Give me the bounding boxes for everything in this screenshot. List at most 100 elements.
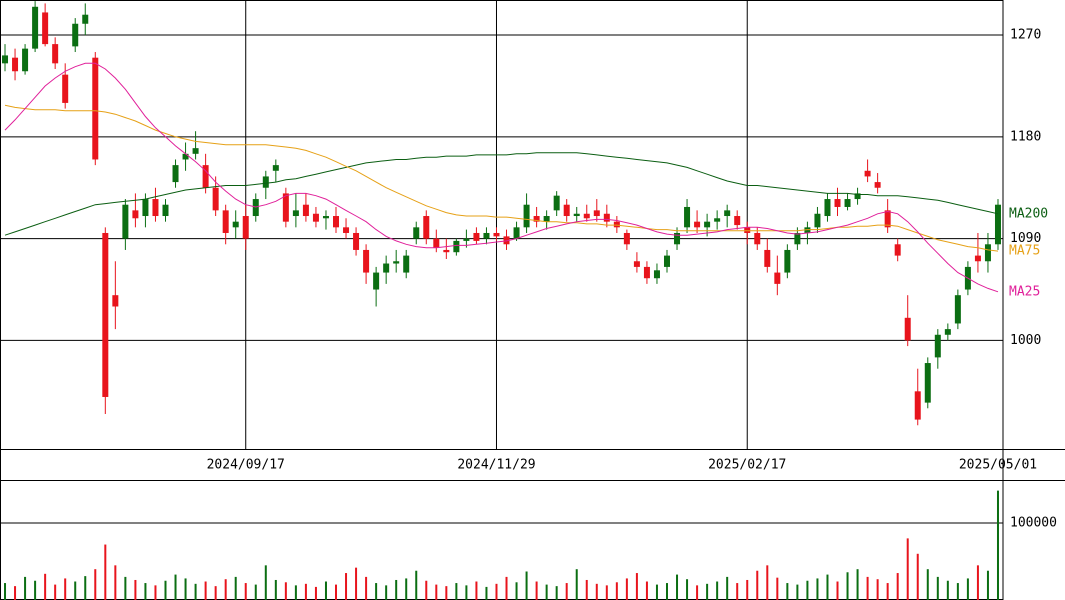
candle-body [182,153,189,160]
volume-bar [866,576,869,600]
candle-body [172,165,179,183]
candle-body [62,74,69,103]
candle-body [32,6,39,49]
candle-body [22,48,29,72]
candle-body [844,199,851,207]
volume-bar [796,584,799,600]
candle-body [684,206,691,228]
volume-bar [304,583,307,600]
volume-bar [806,580,809,600]
volume-bar [234,576,237,600]
candle-body [403,255,410,273]
volume-bar [926,569,929,600]
ma-line [4,152,999,236]
volume-bar [585,579,588,600]
volume-bar [224,579,227,600]
volume-bar [284,582,287,600]
candle-body [794,232,801,245]
candle-body [934,334,941,358]
volume-bar [766,565,769,600]
volume-bar [385,585,388,600]
volume-bar [84,576,87,600]
volume-bar [786,583,789,600]
candle-body [142,199,149,217]
volume-bar [836,581,839,600]
candle-body [563,204,570,217]
candle-body [633,261,640,267]
candle-body [744,227,751,233]
volume-bar [355,567,358,600]
volume-bar [4,583,7,600]
candle-body [493,232,500,237]
candle-body [914,391,921,420]
volume-bar [696,585,699,600]
volume-bar [124,576,127,600]
volume-bar [74,581,77,600]
volume-bar [395,579,398,600]
candle-body [463,238,470,241]
volume-bar [445,586,448,600]
candle-body [764,249,771,267]
candle-body [653,270,660,279]
candle-body [202,165,209,188]
volume-bar [415,570,418,600]
volume-bar [996,490,999,600]
volume-bar [826,574,829,600]
volume-bar [314,586,317,600]
candle-body [72,23,79,47]
volume-bar [615,582,618,600]
y-tick-label: 1270 [1010,28,1041,43]
candle-body [814,213,821,228]
volume-bar [154,585,157,600]
candle-body [132,210,139,219]
volume-bar [706,583,709,600]
candle-body [242,216,249,239]
candle-body [353,232,360,250]
plot-frame [0,0,1004,600]
x-tick-label: 2024/09/17 [207,458,285,473]
candle-body [804,227,811,233]
volume-bar [736,583,739,600]
volume-bar [204,581,207,600]
volume-bar [94,569,97,600]
candle-body [222,210,229,233]
volume-bar [886,583,889,600]
candle-body [12,57,19,72]
candle-body [874,182,881,188]
candle-body [734,216,741,226]
candle-body [262,176,269,188]
candle-body [483,232,490,239]
candle-body [573,213,580,217]
volume-bar [776,577,779,600]
volume-bar [896,573,899,600]
candle-body [603,213,610,222]
volume-bar [936,576,939,600]
candle-body [663,255,670,267]
candle-body [724,210,731,217]
volume-bar [44,573,47,600]
volume-bar [665,583,668,600]
volume-bar [174,574,177,600]
volume-bar [515,582,518,600]
candle-body [102,232,109,397]
candle-body [373,272,380,290]
volume-bar [34,580,37,600]
candle-body [413,227,420,239]
volume-bar [686,579,689,600]
volume-bar [625,578,628,600]
volume-bar [194,583,197,600]
volume-bar [244,583,247,600]
volume-bar [505,576,508,600]
legend-label: MA200 [1009,206,1048,221]
candle-body [232,221,239,228]
candle-body [924,363,931,403]
y-tick-label: 1180 [1010,129,1041,144]
volume-bar [294,585,297,600]
volume-bar [645,581,648,600]
candle-body [974,255,981,262]
candle-body [82,14,89,24]
volume-bar [64,578,67,600]
candle-body [824,199,831,217]
volume-bar [104,544,107,600]
volume-bar [846,572,849,600]
